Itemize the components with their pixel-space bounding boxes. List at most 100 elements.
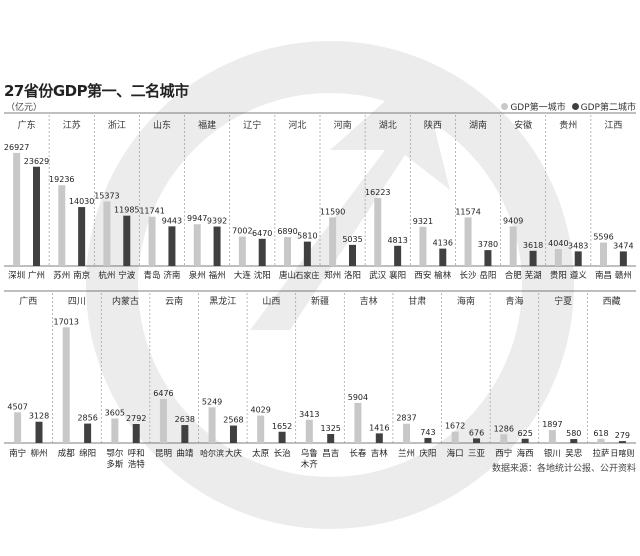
province-label: 西藏 [603, 295, 621, 307]
bar-value-label: 14030 [69, 197, 94, 206]
bar-first-city [103, 201, 111, 266]
province-label: 贵州 [559, 119, 577, 131]
bar-value-label: 6470 [252, 229, 272, 238]
province-label: 海南 [457, 295, 475, 307]
bar-first-city [354, 402, 362, 443]
city-label-first: 南昌 [595, 270, 612, 281]
bar-value-label: 23629 [24, 157, 49, 166]
legend-item-first: GDP第一城市 [501, 100, 566, 113]
bar-second-city [35, 421, 43, 443]
city-label-second: 吉林 [371, 448, 389, 459]
city-label-first: 郑州 [324, 270, 341, 281]
bar-first-city [13, 152, 21, 266]
city-label-first: 长沙 [460, 270, 478, 281]
bar-first-city [58, 185, 66, 266]
city-label-first: 南宁 [9, 448, 26, 459]
bar-second-city [327, 433, 335, 443]
bar-value-label: 9409 [503, 216, 523, 225]
city-label-first: 成都 [58, 448, 76, 459]
city-label-first: 银川 [544, 448, 561, 459]
bar-value-label: 2638 [175, 415, 195, 424]
province-label: 浙江 [108, 119, 126, 131]
bar-value-label: 625 [518, 429, 533, 438]
bar-second-city [484, 250, 492, 266]
city-label-second: 榆林 [434, 270, 452, 281]
city-label-first: 木齐 [301, 459, 319, 470]
city-label-first: 昆明 [155, 449, 172, 459]
province-label: 安徽 [514, 119, 532, 131]
bar-value-label: 1286 [494, 424, 514, 433]
city-label-second: 长治 [274, 448, 292, 459]
bar-value-label: 1672 [445, 422, 465, 431]
city-label-second: 南京 [73, 270, 90, 281]
city-label-second: 日喀则 [610, 448, 634, 458]
city-label-second: 赣州 [615, 270, 632, 281]
bar-second-city [424, 437, 432, 443]
bar-first-city [159, 398, 167, 443]
city-label-first: 长春 [349, 448, 367, 459]
city-label-second: 遵义 [570, 270, 588, 281]
city-label-first: 唐山 [279, 270, 296, 281]
province-label: 河南 [334, 119, 352, 131]
bar-first-city [283, 237, 291, 266]
bar-first-city [599, 242, 607, 266]
bar-first-city [419, 226, 427, 266]
city-label-second: 曲靖 [176, 448, 194, 459]
legend-swatch-first [501, 103, 509, 110]
bar-value-label: 4029 [251, 406, 271, 415]
bar-value-label: 2568 [223, 416, 243, 425]
chart-title: 27省份GDP第一、二名城市 [4, 82, 189, 100]
city-label-first: 西宁 [495, 448, 512, 459]
city-label-first: 深圳 [8, 270, 25, 281]
city-label-second: 庆阳 [419, 448, 436, 459]
city-label-second: 柳州 [30, 448, 47, 459]
bar-value-label: 3413 [299, 410, 319, 419]
bar-second-city [123, 215, 131, 266]
province-label: 内蒙古 [112, 295, 139, 307]
bar-second-city [349, 244, 357, 266]
bar-value-label: 3605 [105, 408, 125, 417]
bar-first-city [111, 418, 119, 443]
province-label: 四川 [68, 297, 86, 307]
bar-second-city [375, 433, 383, 443]
data-source: 数据来源：各地统计公报、公开资料 [491, 464, 636, 474]
city-label-second: 宁波 [118, 270, 136, 281]
city-label-second: 呼和 [128, 448, 145, 459]
bar-value-label: 4507 [7, 402, 27, 411]
bar-value-label: 2837 [396, 414, 416, 423]
legend-label-first: GDP第一城市 [510, 103, 566, 113]
city-label-first: 合肥 [505, 270, 523, 281]
bar-value-label: 4136 [433, 239, 453, 248]
province-label: 吉林 [360, 295, 378, 307]
city-label-first: 西安 [414, 270, 431, 281]
bar-value-label: 3780 [478, 240, 498, 249]
province-label: 湖北 [379, 120, 397, 131]
city-label-first: 杭州 [98, 270, 115, 281]
bar-value-label: 5249 [202, 397, 222, 406]
bar-second-city [303, 241, 311, 266]
province-label: 广东 [18, 119, 36, 131]
city-label-second: 浩特 [128, 459, 146, 470]
province-label: 宁夏 [554, 295, 572, 307]
bar-value-label: 9392 [207, 217, 227, 226]
city-label-second: 吴忠 [565, 449, 583, 459]
bar-second-city [168, 226, 176, 266]
city-label-second: 襄阳 [389, 270, 406, 281]
bar-value-label: 11985 [114, 206, 139, 215]
bar-value-label: 6890 [277, 227, 297, 236]
bar-first-city [500, 434, 508, 443]
province-label: 新疆 [311, 295, 329, 307]
bar-first-city [193, 224, 201, 266]
city-label-first: 青岛 [144, 270, 161, 281]
province-label: 青海 [505, 295, 523, 307]
bar-second-city [529, 250, 537, 266]
bar-value-label: 618 [593, 429, 608, 438]
province-label: 云南 [165, 295, 183, 307]
bar-second-city [33, 166, 41, 266]
bar-second-city [521, 438, 529, 443]
bar-second-city [213, 226, 221, 266]
bar-second-city [132, 424, 140, 443]
city-label-second: 三亚 [468, 449, 486, 459]
